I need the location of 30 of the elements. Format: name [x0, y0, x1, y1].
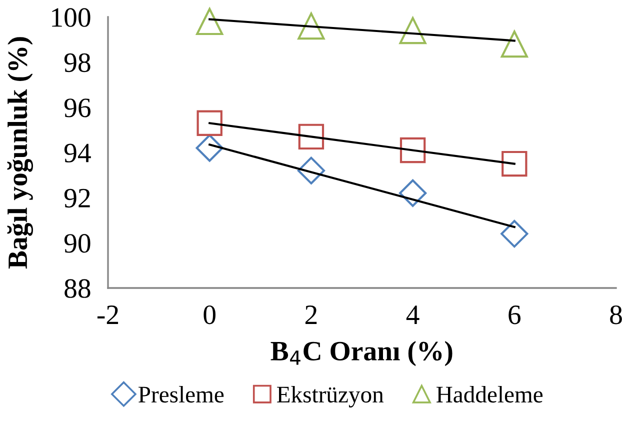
x-tick-label: 4 — [406, 306, 420, 324]
point — [500, 220, 528, 248]
y-tick-label: 90 — [64, 234, 90, 253]
x-tick-label: 8 — [610, 305, 622, 324]
y-axis-title: Bağıl yoğunluk (%) — [7, 37, 33, 269]
point — [399, 17, 426, 44]
y-tick-label: 98 — [64, 53, 90, 72]
point — [398, 179, 427, 207]
y-tick-label: 100 — [52, 8, 90, 27]
x-tick-label: 0 — [204, 305, 216, 324]
x-tick-label: -2 — [97, 306, 118, 324]
x-tick-label: 2 — [305, 306, 317, 324]
point — [298, 124, 324, 150]
x-axis-title: B$_{4}$C Oranı (%) — [270, 340, 452, 366]
y-tick-label: 96 — [64, 98, 91, 118]
point — [502, 150, 528, 177]
point — [500, 30, 528, 58]
point — [196, 134, 224, 162]
legend-label: Presleme — [138, 386, 224, 403]
point — [400, 137, 426, 164]
point — [297, 156, 326, 184]
point — [196, 8, 224, 36]
y-tick-label: 88 — [64, 279, 90, 298]
y-tick-label: 94 — [64, 144, 91, 162]
point — [298, 12, 325, 40]
y-tick-label: 92 — [64, 188, 90, 208]
point — [196, 110, 222, 136]
legend-label: Ekstrüzyon — [277, 386, 384, 408]
x-tick-label: 6 — [508, 306, 521, 324]
legend-label: Haddeleme — [436, 386, 543, 403]
